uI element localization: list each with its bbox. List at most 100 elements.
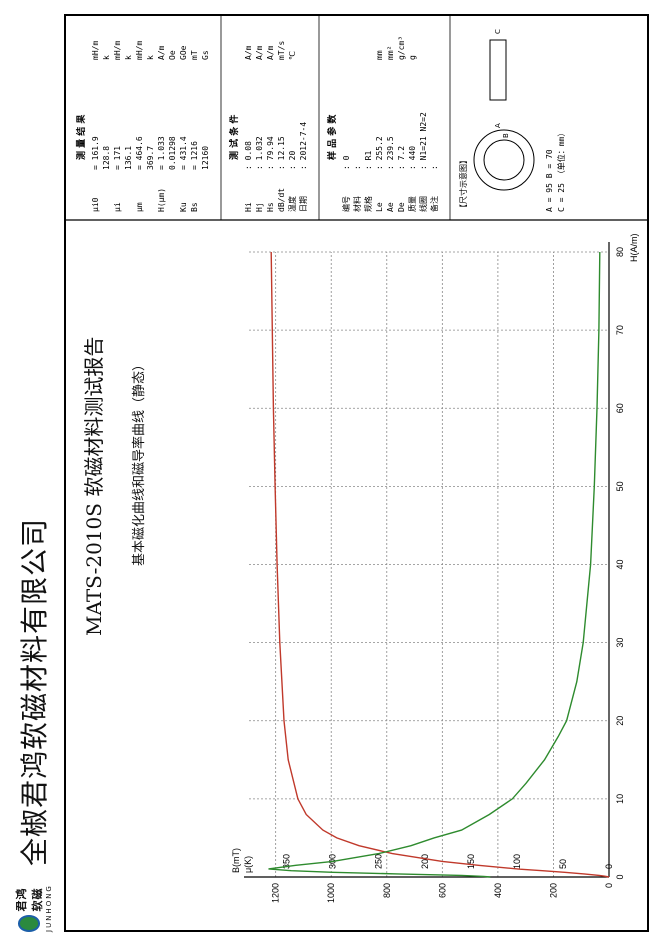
x-tick-label: 20 bbox=[615, 716, 625, 726]
results-key: Bs bbox=[190, 202, 199, 212]
ring-outer-shape bbox=[473, 129, 535, 191]
conditions-value: : 1.032 bbox=[255, 136, 264, 170]
conditions-key: Hi bbox=[244, 202, 253, 212]
sample-key: 编号 bbox=[341, 196, 351, 212]
results-header: 测 量 结 果 bbox=[75, 114, 87, 160]
results-value: 0.01298 bbox=[168, 136, 177, 170]
sample-unit: g/cm³ bbox=[397, 36, 406, 60]
x-tick-label: 30 bbox=[615, 638, 625, 648]
conditions-key: Hs bbox=[266, 202, 275, 212]
results-value: = 161.9 bbox=[91, 136, 100, 170]
b-tick-label: 0 bbox=[604, 883, 614, 888]
conditions-key: Hj bbox=[255, 202, 264, 212]
conditions-key: dB/dt bbox=[277, 188, 286, 212]
results-value: = 1216 bbox=[190, 141, 199, 170]
results-unit: mH/m bbox=[113, 41, 122, 60]
x-tick-label: 80 bbox=[615, 247, 625, 257]
ring-inner-shape bbox=[483, 139, 525, 181]
logo-text: 君鸿软磁 bbox=[15, 887, 44, 912]
sample-value: : 239.5 bbox=[386, 136, 395, 170]
mu-tick-label: 50 bbox=[558, 859, 568, 869]
company-header: 君鸿软磁 JUNHONG 全椒君鸿软磁材料有限公司 bbox=[8, 518, 58, 932]
sample-value: : 0 bbox=[342, 155, 351, 170]
sample-key: 规格 bbox=[363, 196, 373, 212]
b-tick-label: 1200 bbox=[271, 883, 281, 903]
results-unit: k bbox=[146, 55, 155, 60]
sample-unit: mm bbox=[375, 50, 384, 60]
dims-line-1: A = 95 B = 70 bbox=[545, 149, 554, 212]
sample-unit: g bbox=[408, 55, 417, 60]
sample-key: De bbox=[397, 202, 406, 212]
x-tick-label: 10 bbox=[615, 794, 625, 804]
sample-value: : 440 bbox=[408, 146, 417, 170]
b-tick-label: 200 bbox=[548, 883, 558, 898]
company-logo: 君鸿软磁 JUNHONG bbox=[14, 878, 53, 932]
mu-tick-label: 200 bbox=[420, 854, 430, 869]
x-tick-label: 0 bbox=[615, 874, 625, 879]
x-tick-label: 40 bbox=[615, 559, 625, 569]
dims-line-2: C = 25 （单位：mm） bbox=[556, 129, 566, 212]
conditions-unit: A/m bbox=[266, 45, 275, 60]
sample-key: Le bbox=[375, 202, 384, 212]
sample-value: : 7.2 bbox=[397, 146, 406, 170]
sample-header: 样 品 参 数 bbox=[326, 114, 338, 160]
results-unit: Oe bbox=[168, 50, 177, 60]
sample-key: 材料 bbox=[352, 196, 362, 212]
mu-tick-label: 150 bbox=[466, 854, 476, 869]
conditions-value: : 0.08 bbox=[244, 141, 253, 170]
results-value: = 171 bbox=[113, 146, 122, 170]
conditions-key: 温度 bbox=[287, 196, 297, 212]
sample-unit: mm² bbox=[386, 46, 395, 60]
mu-tick-label: 350 bbox=[282, 854, 292, 869]
conditions-value: : 20 bbox=[288, 151, 297, 170]
conditions-unit: ℃ bbox=[288, 51, 297, 60]
conditions-unit: mT/s bbox=[277, 41, 286, 60]
report-subtitle: 基本磁化曲线和磁导率曲线（静态） bbox=[132, 357, 147, 566]
results-value: 136.1 bbox=[124, 146, 133, 170]
results-value: = 431.4 bbox=[179, 136, 188, 170]
results-unit: Gs bbox=[201, 50, 210, 60]
results-unit: A/m bbox=[157, 45, 166, 60]
x-tick-label: 50 bbox=[615, 481, 625, 491]
results-key: μi0 bbox=[91, 197, 100, 212]
results-key: μm bbox=[135, 202, 144, 212]
results-unit: mH/m bbox=[135, 41, 144, 60]
dim-a-label: A bbox=[494, 123, 502, 128]
dim-b-label: B bbox=[502, 133, 510, 138]
results-value: = 1.033 bbox=[157, 136, 166, 170]
results-value: 369.7 bbox=[146, 146, 155, 170]
results-value: = 464.6 bbox=[135, 136, 144, 170]
conditions-unit: A/m bbox=[255, 45, 264, 60]
sample-value: : bbox=[430, 165, 439, 170]
dim-c-label: C bbox=[494, 29, 502, 34]
mu-tick-label: 250 bbox=[374, 854, 384, 869]
mu-tick-label: 100 bbox=[512, 854, 522, 869]
sample-value: : 255.2 bbox=[375, 136, 384, 170]
sample-key: 线圈 bbox=[418, 196, 428, 212]
chart-area: 0102030405060708002004006008001000120005… bbox=[64, 14, 649, 903]
b-axis-label: B(mT) bbox=[231, 848, 241, 873]
x-axis-label: H(A/m) bbox=[629, 234, 639, 263]
results-unit: mH/m bbox=[91, 41, 100, 60]
conditions-key: 日期 bbox=[299, 196, 308, 212]
b-tick-label: 600 bbox=[437, 883, 447, 898]
results-key: H(μm) bbox=[157, 188, 166, 212]
results-unit: k bbox=[102, 55, 111, 60]
results-key: μi bbox=[113, 202, 122, 212]
conditions-header: 测 试 条 件 bbox=[228, 115, 240, 160]
conditions-value: : 79.94 bbox=[266, 136, 275, 170]
x-tick-label: 70 bbox=[615, 325, 625, 335]
report-title: MATS-2010S 软磁材料测试报告 bbox=[82, 336, 106, 636]
sample-key: 备注 bbox=[429, 196, 439, 212]
b-tick-label: 1000 bbox=[326, 883, 336, 903]
conditions-unit: A/m bbox=[244, 45, 253, 60]
sample-key: 质量 bbox=[407, 196, 417, 212]
results-unit: mT bbox=[190, 50, 199, 60]
sample-value: : bbox=[353, 165, 362, 170]
series-line-b bbox=[270, 251, 610, 878]
sample-value: : N1=21 N2=2 bbox=[419, 112, 428, 170]
sample-value: : R1 bbox=[364, 151, 373, 170]
series-line-mu bbox=[268, 251, 601, 878]
